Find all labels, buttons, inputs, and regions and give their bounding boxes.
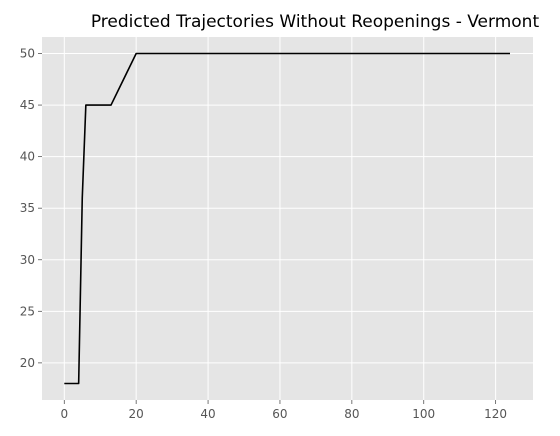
y-tick-label: 50 — [20, 47, 35, 61]
y-tick-label: 20 — [20, 356, 35, 370]
x-axis-ticks: 0 20 40 60 80 100 120 — [60, 400, 507, 421]
chart-title: Predicted Trajectories Without Reopening… — [91, 12, 540, 32]
y-tick-label: 35 — [20, 201, 35, 215]
y-tick-label: 40 — [20, 150, 35, 164]
y-tick-label: 25 — [20, 304, 35, 318]
y-tick-label: 45 — [20, 98, 35, 112]
x-tick-label: 80 — [344, 407, 359, 421]
x-tick-label: 100 — [412, 407, 435, 421]
y-tick-label: 30 — [20, 253, 35, 267]
x-tick-label: 20 — [129, 407, 144, 421]
series-layer — [64, 52, 510, 385]
series-line-0 — [64, 52, 510, 385]
plot-area — [42, 37, 533, 400]
x-tick-label: 60 — [272, 407, 287, 421]
x-tick-label: 0 — [60, 407, 68, 421]
x-tick-label: 120 — [484, 407, 507, 421]
x-tick-label: 40 — [200, 407, 215, 421]
y-axis-ticks: 20 25 30 35 40 45 50 — [20, 47, 42, 370]
